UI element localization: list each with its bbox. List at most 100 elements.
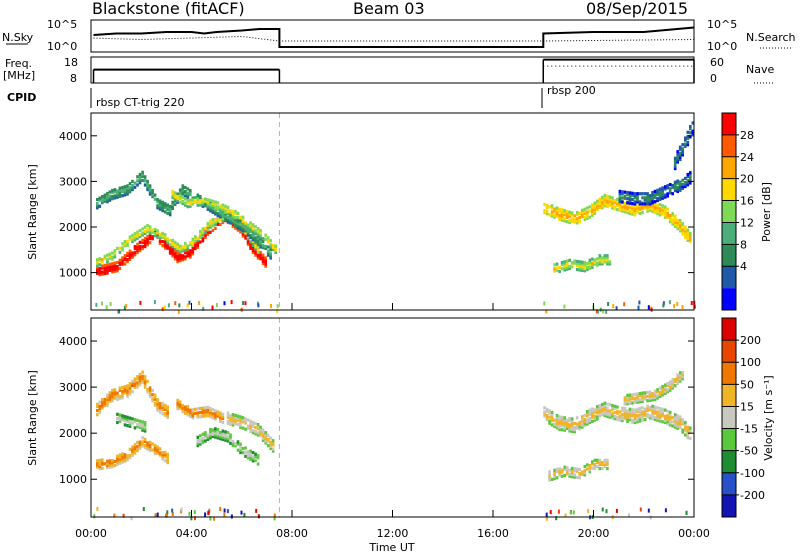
velocity-cells-cell	[558, 427, 561, 432]
velocity-cells-cell	[557, 509, 560, 514]
power-cells-cell	[226, 209, 230, 214]
velocity-cells-cell	[628, 414, 632, 418]
velocity-cells-cell	[656, 388, 659, 392]
power-cells-cell	[661, 196, 664, 200]
power-cells-cell	[681, 228, 684, 232]
velocity-cells-cell	[563, 416, 566, 420]
velocity-cells-cell	[207, 511, 210, 516]
power-cells-cell	[543, 301, 546, 306]
power-cells-cell	[583, 267, 587, 271]
velocity-cells-cell	[201, 436, 205, 440]
power-cells-cell	[259, 253, 262, 257]
power-cells-cell	[249, 240, 252, 244]
power-cells-cell	[668, 220, 672, 224]
power-cells-cell	[239, 230, 242, 234]
power-cells-cell	[678, 184, 682, 188]
power-cells-cell	[608, 201, 612, 205]
velocity-cells-cell	[633, 412, 637, 416]
velocity-cells-cell	[121, 452, 124, 456]
velocity-cells-cell	[656, 414, 659, 418]
velocity-cells-cell	[689, 430, 692, 434]
velocity-cells-cell	[143, 379, 147, 383]
power-cells-cell	[191, 239, 195, 243]
velocity-cells-cell	[111, 461, 114, 465]
velocity-cells-cell	[123, 457, 127, 461]
power-cells-cell	[111, 266, 114, 270]
velocity-cells-cell	[138, 381, 142, 385]
velocity-cells-cell	[560, 470, 564, 474]
velocity-cells-cell	[593, 458, 597, 462]
power-cells-cell	[666, 194, 669, 198]
power-cells-cell	[146, 183, 149, 188]
velocity-cells-cell	[176, 398, 179, 402]
power-cells-cell	[653, 211, 657, 215]
velocity-cells-cell	[131, 383, 134, 388]
power-cells-cell	[136, 246, 139, 250]
power-cells-cell	[656, 210, 659, 214]
velocity-cells-cell	[636, 394, 639, 398]
power-cells-cell	[591, 261, 594, 265]
power-cells-cell	[211, 228, 215, 232]
velocity-cells-cell	[550, 477, 554, 481]
power-cells-cell	[673, 160, 677, 164]
velocity-cells-cell	[229, 422, 232, 426]
velocity-cells-cell	[545, 512, 548, 517]
velocity-cells-cell	[136, 425, 139, 429]
velocity-cells-cell	[143, 381, 147, 385]
power-cells-cell	[641, 202, 644, 206]
nsky-tick-top: 10^5	[47, 18, 77, 31]
velocity-cells-cell	[206, 414, 210, 418]
velocity-cells-cell	[668, 412, 672, 417]
velocity-cells-cell	[648, 394, 652, 398]
velocity-cells-cell	[111, 459, 114, 463]
velocity-cells-cell	[141, 444, 144, 448]
power-cells-cell	[264, 264, 267, 268]
power-cells-cell	[553, 215, 556, 219]
velocity-cells-cell	[596, 460, 599, 464]
power-cells-cell	[656, 203, 659, 208]
power-cells-cell	[616, 199, 619, 203]
power-cells-cell	[211, 201, 215, 205]
power-cells-cell	[206, 228, 210, 232]
velocity-cells-cell	[261, 428, 265, 432]
power-cells-cell	[206, 198, 210, 202]
velocity-cells-cell	[123, 389, 127, 393]
power-cells-cell	[613, 199, 617, 203]
velocity-cells-cell	[151, 399, 154, 403]
power-cells-cell	[156, 233, 159, 237]
power-cells-cell	[689, 173, 692, 177]
velocity-cells-cell	[596, 458, 599, 462]
power-colorbar-tick-label-2: 20	[740, 173, 754, 186]
power-cells-cell	[116, 269, 119, 273]
power-cells-cell	[606, 254, 609, 258]
power-cells-cell	[668, 214, 672, 218]
power-cells-cell	[221, 219, 225, 223]
velocity-cells-cell	[606, 458, 609, 462]
power-cells-cell	[161, 244, 164, 248]
velocity-cells-cell	[271, 441, 275, 445]
power-cells-cell	[618, 208, 622, 212]
power-cells-cell	[663, 207, 667, 211]
velocity-cells-cell	[550, 417, 554, 421]
velocity-cells-cell	[586, 422, 589, 426]
velocity-cells-cell	[631, 410, 634, 414]
power-cells-cell	[256, 238, 260, 242]
power-cells-cell	[121, 187, 124, 192]
velocity-cells-cell	[211, 412, 215, 416]
power-cells-cell	[568, 214, 571, 218]
power-cells-cell	[611, 196, 614, 200]
power-cells-cell	[123, 262, 127, 266]
velocity-cells-cell	[623, 409, 627, 413]
power-cells-cell	[178, 259, 182, 263]
velocity-cells-cell	[166, 452, 169, 456]
velocity-cells-cell	[553, 474, 556, 479]
nsky-label: N.Sky	[2, 31, 34, 44]
power-cells-cell	[171, 191, 174, 196]
power-cells-cell	[633, 194, 637, 198]
velocity-cells-cell	[171, 512, 174, 516]
power-cells-cell	[221, 207, 225, 211]
velocity-cells-cell	[580, 417, 584, 421]
power-cells-cell	[628, 195, 632, 199]
velocity-cells-cell	[121, 454, 124, 458]
velocity-cells-cell	[628, 409, 632, 413]
